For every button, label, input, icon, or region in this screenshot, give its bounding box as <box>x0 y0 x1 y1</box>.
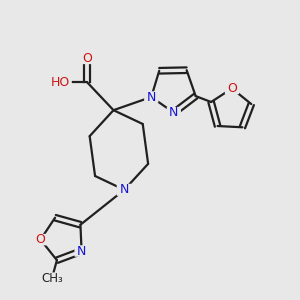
FancyBboxPatch shape <box>117 184 132 196</box>
FancyBboxPatch shape <box>81 54 93 64</box>
FancyBboxPatch shape <box>144 91 158 103</box>
Text: N: N <box>77 244 86 257</box>
Text: N: N <box>169 106 178 119</box>
Text: O: O <box>82 52 92 65</box>
FancyBboxPatch shape <box>33 234 48 245</box>
Text: HO: HO <box>51 76 70 89</box>
Text: N: N <box>120 183 129 196</box>
FancyBboxPatch shape <box>41 272 63 284</box>
FancyBboxPatch shape <box>167 107 181 118</box>
Text: CH₃: CH₃ <box>41 272 63 285</box>
Text: O: O <box>36 233 46 246</box>
FancyBboxPatch shape <box>225 83 239 94</box>
FancyBboxPatch shape <box>74 245 89 257</box>
Text: O: O <box>227 82 237 95</box>
Text: N: N <box>147 91 156 103</box>
FancyBboxPatch shape <box>52 76 72 88</box>
